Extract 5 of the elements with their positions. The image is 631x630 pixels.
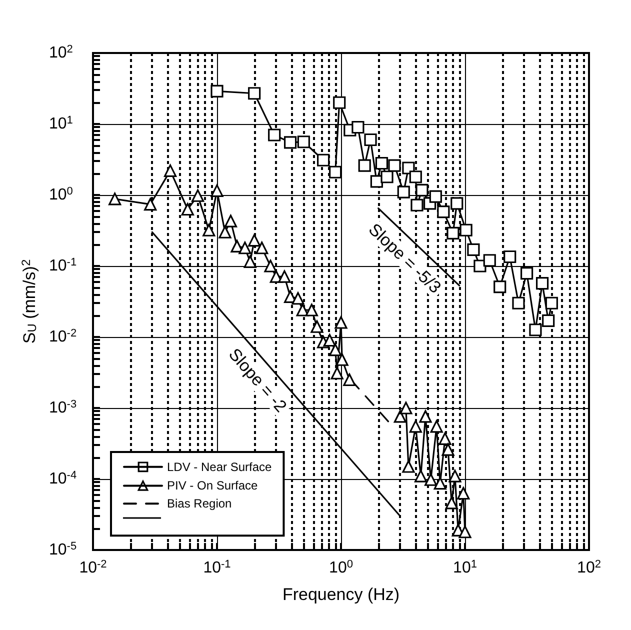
x-axis-title: Frequency (Hz) — [282, 585, 400, 604]
y-axis-title: SU (mm/s)2 — [19, 259, 40, 344]
legend-label: Bias Region — [167, 496, 232, 511]
legend-label: LDV - Near Surface — [167, 460, 272, 474]
legend-label: PIV - On Surface — [167, 478, 258, 493]
